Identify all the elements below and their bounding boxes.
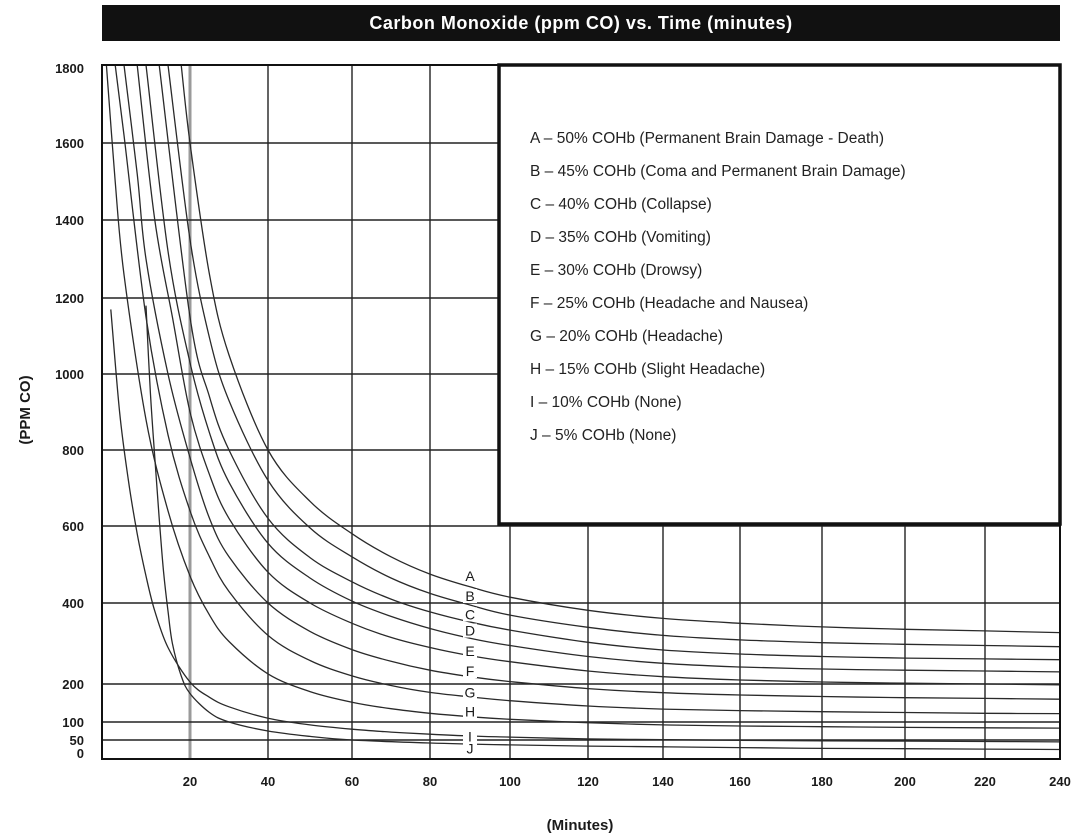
x-tick-label: 20: [183, 774, 197, 789]
legend-item: I – 10% COHb (None): [530, 394, 682, 411]
y-tick-label: 1000: [55, 367, 84, 382]
x-tick-label: 40: [261, 774, 275, 789]
curve-label-bg: [463, 569, 477, 584]
curve-label-a: A: [465, 568, 475, 584]
curve-label-bg: [463, 607, 477, 622]
legend: A – 50% COHb (Permanent Brain Damage - D…: [497, 63, 1062, 526]
legend-item: A – 50% COHb (Permanent Brain Damage - D…: [530, 130, 884, 147]
legend-item: E – 30% COHb (Drowsy): [530, 262, 702, 279]
curve-label-bg: [463, 643, 477, 658]
curve-b: [167, 64, 1061, 648]
curve-i: [110, 309, 1061, 743]
legend-box: [497, 63, 1062, 526]
curve-j: [145, 305, 1061, 751]
curve-g: [114, 64, 1061, 715]
curve-label-f: F: [466, 663, 475, 679]
y-tick-label: 200: [62, 677, 84, 692]
y-tick-label: 100: [62, 715, 84, 730]
y-tick-label: 50: [70, 733, 84, 748]
curve-a: [180, 64, 1061, 634]
x-tick-label: 220: [974, 774, 996, 789]
legend-item: F – 25% COHb (Headache and Nausea): [530, 295, 808, 312]
legend-item: D – 35% COHb (Vomiting): [530, 229, 711, 246]
curve-label-g: G: [465, 685, 476, 701]
y-tick-label: 1200: [55, 291, 84, 306]
y-tick-labels: 050 100 200 400 600 800 1000 1200 1400 1600 1800: [55, 61, 84, 761]
curve-label-bg: [463, 589, 477, 604]
curve-label-i: I: [468, 728, 472, 744]
x-tick-label: 120: [577, 774, 599, 789]
x-tick-label: 140: [652, 774, 674, 789]
curve-h: [105, 64, 1061, 729]
curve-label-e: E: [465, 643, 474, 659]
y-tick-label: 800: [62, 443, 84, 458]
y-tick-label: 1800: [55, 61, 84, 76]
legend-item: B – 45% COHb (Coma and Permanent Brain D…: [530, 163, 906, 180]
curves: [105, 64, 1061, 751]
x-tick-label: 240: [1049, 774, 1071, 789]
curve-label-bg: [463, 741, 477, 756]
curve-label-c: C: [465, 606, 475, 622]
x-tick-label: 60: [345, 774, 359, 789]
curve-e: [136, 64, 1061, 686]
legend-item: G – 20% COHb (Headache): [530, 328, 723, 345]
y-axis-title: (PPM CO): [17, 375, 34, 444]
legend-item: C – 40% COHb (Collapse): [530, 196, 712, 213]
curve-label-j: J: [467, 741, 474, 757]
y-tick-label: 1600: [55, 136, 84, 151]
y-tick-label: 1400: [55, 213, 84, 228]
curve-label-bg: [463, 729, 477, 744]
x-tick-label: 100: [499, 774, 521, 789]
curve-f: [123, 64, 1061, 700]
curve-c: [158, 64, 1061, 661]
legend-item: H – 15% COHb (Slight Headache): [530, 361, 765, 378]
x-axis-title: (Minutes): [547, 817, 614, 834]
x-tick-label: 180: [811, 774, 833, 789]
curve-d: [145, 64, 1061, 673]
curve-label-bg: [463, 623, 477, 638]
y-tick-label: 400: [62, 596, 84, 611]
x-tick-label: 160: [729, 774, 751, 789]
x-tick-labels: 20 40 60 80 100 120 140 160 180 200 220 240: [183, 774, 1071, 789]
curve-label-bg: [463, 685, 477, 700]
x-tick-label: 200: [894, 774, 916, 789]
curve-label-bg: [463, 704, 477, 719]
curve-label-bg: [463, 664, 477, 679]
y-tick-label: 600: [62, 519, 84, 534]
chart-title: Carbon Monoxide (ppm CO) vs. Time (minut…: [102, 5, 1060, 41]
curve-label-d: D: [465, 623, 475, 639]
curve-label-h: H: [465, 703, 475, 719]
curve-label-b: B: [465, 588, 474, 604]
x-tick-label: 80: [423, 774, 437, 789]
legend-item: J – 5% COHb (None): [530, 427, 676, 444]
y-tick-label: 0: [77, 746, 84, 761]
